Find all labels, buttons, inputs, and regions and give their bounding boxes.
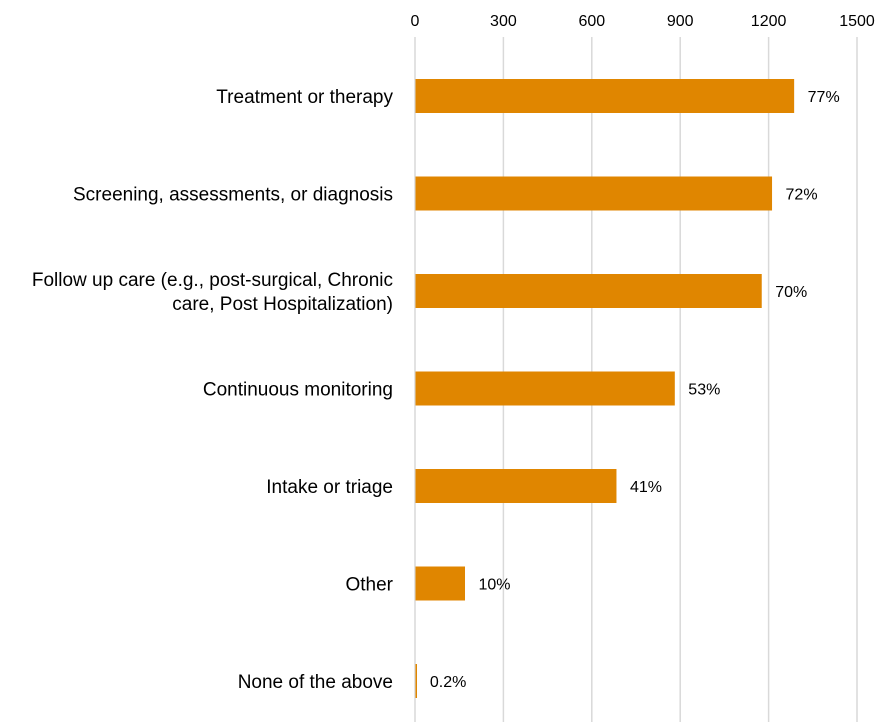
category-label: Continuous monitoring — [203, 380, 393, 401]
bars — [415, 79, 795, 698]
data-label: 10% — [479, 577, 511, 594]
data-label: 70% — [775, 284, 807, 301]
data-label: 72% — [786, 187, 818, 204]
data-label: 0.2% — [430, 674, 466, 691]
x-axis-ticks: 0 300 600 900 1200 1500 — [411, 13, 875, 30]
category-label: Follow up care (e.g., post-surgical, Chr… — [32, 270, 393, 315]
bar — [415, 371, 675, 406]
category-label: Screening, assessments, or diagnosis — [73, 185, 393, 206]
bar — [415, 176, 773, 211]
bar — [415, 566, 466, 601]
bar — [415, 79, 795, 113]
data-label: 41% — [630, 479, 662, 496]
x-tick-label: 600 — [578, 13, 605, 30]
category-label: Intake or triage — [266, 477, 393, 498]
x-tick-label: 300 — [490, 13, 517, 30]
category-label: Other — [345, 575, 393, 596]
bar — [415, 274, 762, 308]
category-label: Treatment or therapy — [216, 87, 393, 108]
x-tick-label: 900 — [667, 13, 694, 30]
x-tick-label: 1500 — [839, 13, 875, 30]
category-labels: Treatment or therapy Screening, assessmen… — [32, 87, 394, 693]
category-label: None of the above — [238, 672, 393, 693]
data-label: 53% — [688, 382, 720, 399]
x-tick-label: 0 — [411, 13, 420, 30]
data-label: 77% — [808, 89, 840, 106]
data-labels: 77% 72% 70% 53% 41% 10% 0.2% — [430, 89, 840, 691]
x-tick-label: 1200 — [751, 13, 787, 30]
bar — [415, 664, 417, 698]
bar — [415, 469, 617, 503]
